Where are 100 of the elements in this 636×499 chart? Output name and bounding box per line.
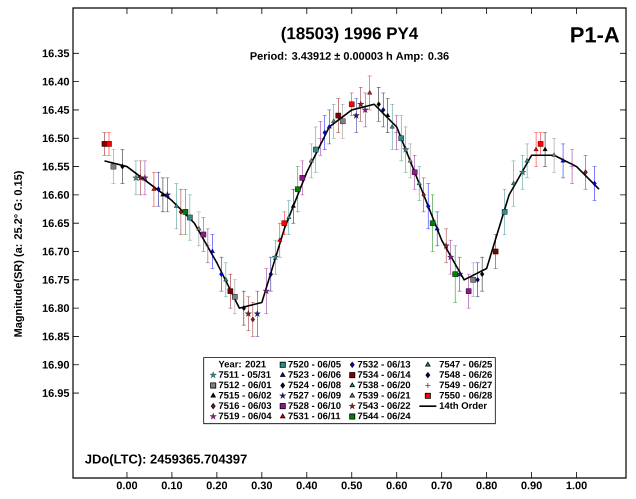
point	[348, 101, 355, 108]
x-tick-label: 0.90	[521, 482, 542, 490]
point	[282, 220, 288, 226]
point	[295, 186, 301, 192]
point	[182, 209, 188, 215]
legend-label: 7539 - 06/21	[358, 392, 410, 399]
point	[335, 112, 342, 118]
point	[466, 288, 472, 294]
point	[137, 174, 144, 181]
point	[286, 214, 292, 220]
point	[502, 209, 508, 215]
point	[381, 107, 386, 113]
point	[322, 130, 327, 136]
x-tick-label: 0.30	[252, 482, 272, 490]
point	[242, 305, 246, 311]
point	[362, 106, 369, 113]
point	[385, 112, 390, 118]
annotation: JDo(LTC): 2459365.704397	[85, 454, 247, 466]
point	[160, 192, 166, 196]
x-tick-label: 0.80	[476, 482, 497, 490]
x-tick-label: 0.60	[386, 482, 407, 490]
legend-label: 7523 - 06/06	[288, 370, 341, 378]
point	[408, 158, 413, 162]
y-tick-label: 16.40	[42, 78, 70, 86]
point	[308, 158, 314, 162]
point	[390, 124, 395, 128]
point	[452, 271, 458, 277]
legend-label: 7538 - 06/20	[358, 381, 410, 388]
point	[511, 180, 516, 186]
y-tick-label: 16.95	[42, 389, 70, 397]
point	[219, 271, 224, 277]
legend-label: 7550 - 06/28	[440, 392, 492, 399]
point	[244, 310, 252, 317]
point	[475, 277, 480, 283]
legend-label: 7516 - 06/03	[218, 402, 272, 410]
point	[552, 152, 557, 157]
point	[367, 90, 372, 94]
point	[200, 232, 206, 238]
y-tick-label: 16.50	[42, 134, 70, 142]
y-tick-label: 16.65	[42, 219, 70, 228]
x-tick-label: 0.10	[162, 482, 182, 490]
point	[196, 226, 202, 230]
point	[277, 237, 282, 242]
point	[470, 277, 476, 283]
point	[120, 164, 125, 170]
point	[447, 254, 454, 260]
point	[210, 248, 215, 253]
point	[228, 288, 234, 294]
point	[592, 180, 597, 186]
point	[174, 203, 179, 208]
point	[223, 277, 228, 282]
point	[110, 164, 116, 170]
point	[106, 141, 112, 147]
y-tick-label: 16.45	[42, 106, 70, 114]
point	[442, 242, 450, 249]
point	[232, 294, 238, 300]
annotation: P1-A	[571, 27, 620, 42]
point	[326, 124, 332, 128]
point	[398, 135, 404, 142]
point	[205, 243, 211, 249]
legend-title: Year: 2021	[218, 360, 266, 368]
legend-label: 7531 - 06/11	[288, 412, 340, 420]
point	[250, 316, 255, 322]
text: Period: 3.43912 ± 0.00003 h Amp: 0.36	[250, 52, 449, 62]
point	[272, 254, 279, 260]
point	[534, 146, 539, 152]
point	[142, 174, 148, 181]
point	[542, 146, 548, 152]
legend-label: 7512 - 06/01	[218, 381, 272, 388]
y-tick-label: 16.35	[42, 49, 70, 58]
point	[430, 220, 436, 226]
point	[164, 191, 171, 198]
point	[402, 146, 410, 152]
x-tick-label: 0.00	[116, 482, 138, 490]
legend-label: 7548 - 06/26	[440, 370, 492, 378]
point	[394, 130, 400, 136]
point	[357, 100, 364, 108]
point	[156, 186, 161, 192]
y-tick-label: 16.75	[42, 276, 70, 284]
x-tick-label: 0.50	[342, 482, 362, 490]
legend-label: 7524 - 06/08	[288, 381, 341, 388]
x-tick-label: 0.40	[296, 482, 317, 490]
y-tick-label: 16.90	[42, 360, 70, 369]
y-axis-title: Magnitude(SR) (a: 25.2° G: 0.15)	[14, 171, 24, 337]
legend-label: 7534 - 06/14	[358, 370, 411, 378]
legend-label: 7515 - 06/02	[218, 392, 272, 399]
legend-label: 7549 - 06/27	[440, 381, 492, 388]
point	[560, 158, 566, 162]
text: (18503) 1996 PY4	[282, 26, 418, 43]
point	[583, 169, 588, 176]
x-tick-label: 1.00	[566, 482, 587, 490]
legend-label: 7544 - 06/24	[358, 412, 411, 420]
legend-label: 7519 - 06/04	[218, 412, 272, 420]
point	[422, 192, 426, 198]
y-tick-label: 16.85	[42, 332, 70, 340]
point	[492, 248, 498, 254]
y-tick-label: 16.55	[42, 162, 70, 170]
x-tick-label: 0.70	[431, 482, 452, 490]
point	[340, 118, 346, 124]
y-tick-label: 16.60	[42, 191, 70, 199]
